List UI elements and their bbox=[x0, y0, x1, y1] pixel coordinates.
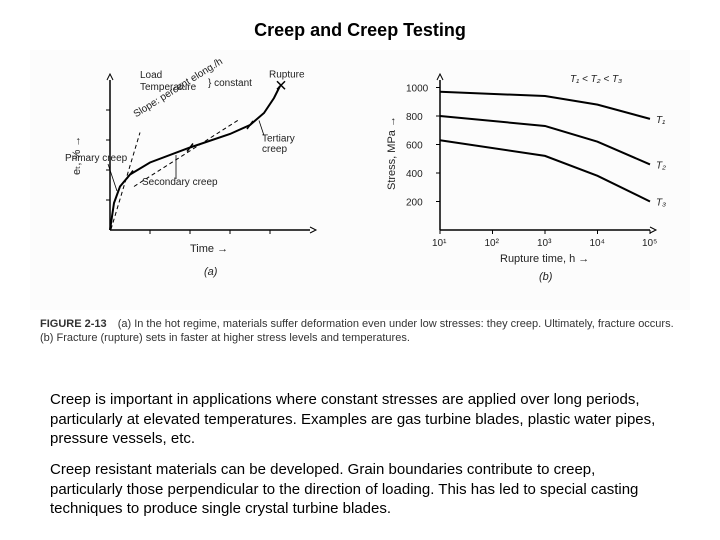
svg-text:creep: creep bbox=[262, 144, 287, 155]
svg-text:T₃: T₃ bbox=[656, 198, 666, 209]
svg-text:10⁵: 10⁵ bbox=[642, 238, 657, 249]
svg-text:Tertiary: Tertiary bbox=[262, 134, 295, 145]
svg-text:(b): (b) bbox=[539, 271, 553, 283]
svg-text:(a): (a) bbox=[204, 266, 218, 278]
svg-text:T₂: T₂ bbox=[656, 160, 666, 171]
figure-caption: FIGURE 2-13 (a) In the hot regime, mater… bbox=[40, 318, 680, 346]
svg-text:600: 600 bbox=[406, 141, 423, 152]
svg-text:Time →: Time → bbox=[190, 243, 228, 255]
svg-text:10¹: 10¹ bbox=[432, 238, 447, 249]
svg-text:Stress, MPa →: Stress, MPa → bbox=[386, 116, 398, 190]
svg-text:Load: Load bbox=[140, 70, 162, 81]
svg-text:1000: 1000 bbox=[406, 84, 429, 95]
svg-text:Secondary creep: Secondary creep bbox=[142, 177, 218, 188]
figure-caption-label: FIGURE 2-13 bbox=[40, 318, 107, 330]
svg-text:Rupture: Rupture bbox=[269, 69, 305, 80]
paragraph-2: Creep resistant materials can be develop… bbox=[50, 460, 670, 519]
figure-caption-text: (a) In the hot regime, materials suffer … bbox=[40, 318, 674, 344]
svg-text:Rupture time, h →: Rupture time, h → bbox=[500, 253, 589, 265]
figure-panel: LoadTemperature} constantPrimary creepSe… bbox=[30, 50, 690, 310]
svg-text:200: 200 bbox=[406, 198, 423, 209]
svg-text:eₜ, % →: eₜ, % → bbox=[71, 136, 83, 175]
svg-text:400: 400 bbox=[406, 169, 423, 180]
svg-text:10⁴: 10⁴ bbox=[590, 238, 605, 249]
svg-text:10³: 10³ bbox=[537, 238, 552, 249]
svg-text:T₁ < T₂ < T₃: T₁ < T₂ < T₃ bbox=[570, 74, 622, 85]
svg-text:T₁: T₁ bbox=[656, 115, 665, 126]
page-title: Creep and Creep Testing bbox=[0, 20, 720, 41]
svg-text:800: 800 bbox=[406, 112, 423, 123]
svg-text:} constant: } constant bbox=[208, 78, 252, 89]
svg-text:10²: 10² bbox=[485, 238, 500, 249]
paragraph-1: Creep is important in applications where… bbox=[50, 390, 670, 449]
